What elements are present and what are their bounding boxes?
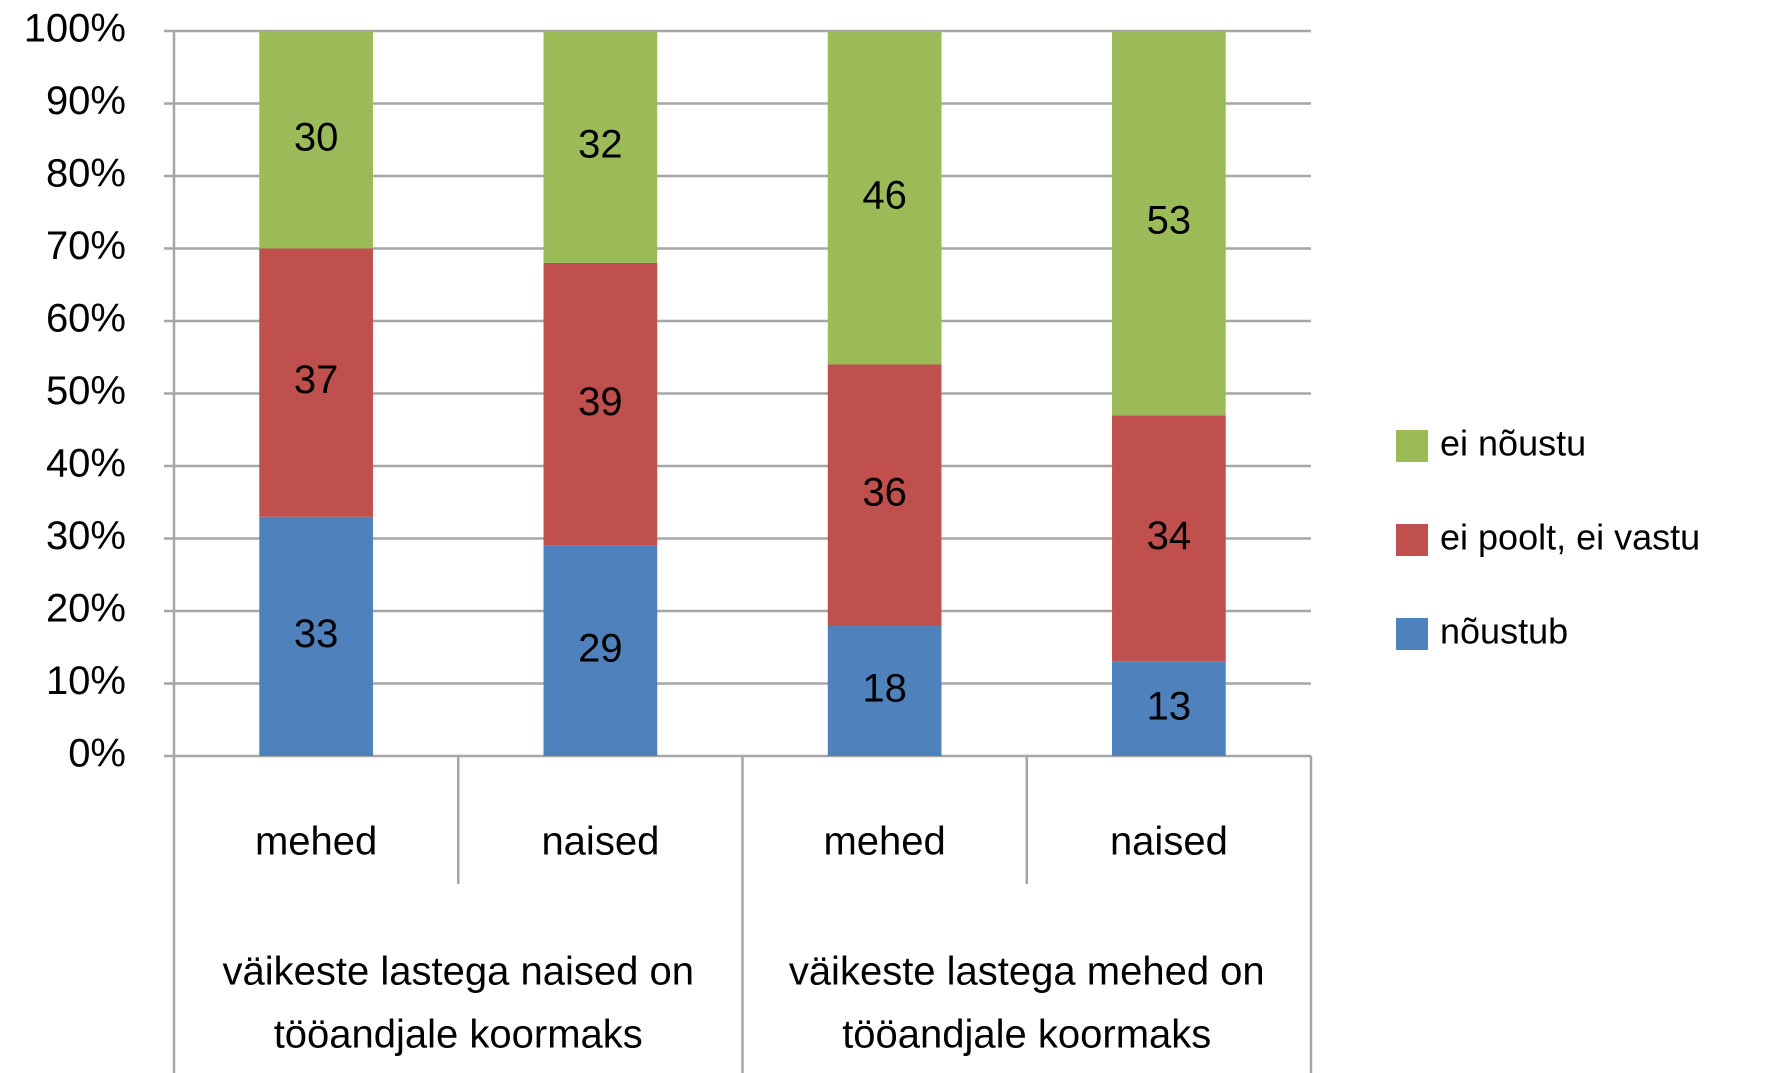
bar-segment bbox=[259, 516, 373, 756]
bar-segment bbox=[827, 31, 942, 365]
bar-segment bbox=[827, 625, 942, 756]
group-label: väikeste lastega mehed on bbox=[789, 950, 1265, 994]
bar-segment bbox=[1112, 415, 1226, 662]
data-label: 37 bbox=[294, 358, 339, 402]
bar-segment bbox=[827, 364, 942, 626]
data-label: 39 bbox=[578, 380, 623, 424]
legend-label: ei poolt, ei vastu bbox=[1440, 517, 1700, 558]
group-label: tööandjale koormaks bbox=[274, 1013, 643, 1057]
group-label: väikeste lastega naised on bbox=[223, 950, 694, 994]
y-tick-label: 70% bbox=[46, 224, 126, 268]
legend-label: nõustub bbox=[1440, 611, 1568, 652]
group-label: tööandjale koormaks bbox=[842, 1013, 1211, 1057]
y-tick-label: 40% bbox=[46, 442, 126, 486]
data-label: 30 bbox=[294, 115, 339, 159]
bar-segment bbox=[259, 248, 373, 517]
data-label: 33 bbox=[294, 612, 339, 656]
y-tick-label: 100% bbox=[24, 7, 126, 51]
data-label: 18 bbox=[862, 666, 907, 710]
legend-swatch bbox=[1396, 618, 1428, 650]
bar-segment bbox=[1112, 661, 1226, 756]
x-tick-label: naised bbox=[541, 820, 659, 864]
data-label: 32 bbox=[578, 123, 623, 167]
bar-segment bbox=[1112, 31, 1226, 416]
x-tick-label: mehed bbox=[823, 820, 945, 864]
bar-segment bbox=[259, 31, 373, 249]
legend-swatch bbox=[1396, 524, 1428, 556]
y-tick-label: 10% bbox=[46, 659, 126, 703]
y-tick-label: 90% bbox=[46, 79, 126, 123]
y-tick-label: 50% bbox=[46, 369, 126, 413]
y-tick-label: 20% bbox=[46, 587, 126, 631]
y-tick-label: 80% bbox=[46, 152, 126, 196]
bar-segment bbox=[543, 545, 658, 756]
legend-swatch bbox=[1396, 430, 1428, 462]
data-label: 29 bbox=[578, 626, 623, 670]
x-tick-label: naised bbox=[1110, 820, 1228, 864]
data-label: 13 bbox=[1147, 684, 1192, 728]
y-tick-label: 30% bbox=[46, 514, 126, 558]
data-label: 36 bbox=[862, 471, 907, 515]
y-tick-label: 60% bbox=[46, 297, 126, 341]
data-label: 46 bbox=[862, 173, 907, 217]
data-label: 53 bbox=[1147, 199, 1192, 243]
bar-segment bbox=[543, 31, 658, 263]
x-tick-label: mehed bbox=[255, 820, 377, 864]
legend-label: ei nõustu bbox=[1440, 423, 1586, 464]
data-label: 34 bbox=[1147, 514, 1192, 558]
bar-segment bbox=[543, 263, 658, 546]
y-tick-label: 0% bbox=[68, 732, 126, 776]
